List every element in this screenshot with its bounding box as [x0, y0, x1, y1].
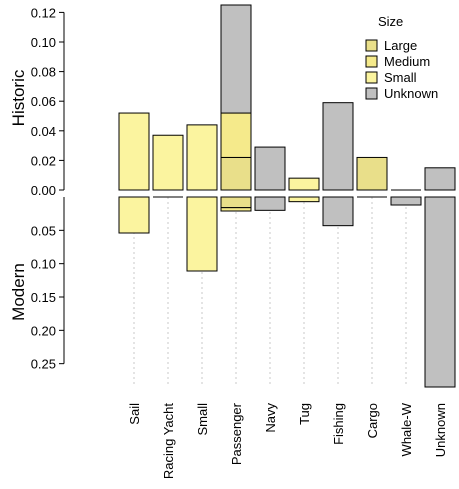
axes: 0.00 0.02 0.04 0.06 0.08 0.10 0.12 0.05 0.10 0.15… — [31, 5, 448, 479]
bar-modern-unknown — [390, 196, 422, 206]
bar-historic-unknown — [424, 167, 456, 191]
bar-historic-small — [288, 177, 320, 191]
modern-panel-label: Modern — [9, 263, 28, 321]
bar-historic-unknown — [254, 146, 286, 191]
legend-title: Size — [378, 14, 403, 29]
legend-label-small: Small — [384, 70, 417, 85]
historic-panel-label: Historic — [9, 69, 28, 126]
bar-historic-unknown — [322, 102, 354, 191]
y-tick-label-historic: 0.02 — [31, 153, 56, 168]
bar-modern-medium — [220, 207, 252, 212]
category-label: Small — [195, 403, 210, 436]
category-label: Whale-W — [399, 402, 414, 456]
bar-modern-small — [288, 196, 320, 203]
category-guides — [133, 197, 441, 387]
bar-historic-small — [118, 112, 150, 191]
bar-historic-large — [356, 156, 388, 191]
category-label: Tug — [297, 403, 312, 425]
legend-label-unknown: Unknown — [384, 86, 438, 101]
y-tick-label-modern: 0.10 — [31, 257, 56, 272]
bar-modern-unknown — [322, 196, 354, 227]
category-label: Fishing — [331, 403, 346, 445]
legend-label-large: Large — [384, 38, 417, 53]
legend-swatch-unknown — [365, 87, 378, 100]
bar-modern-small — [186, 196, 218, 272]
legend-swatch-small — [365, 71, 378, 84]
y-tick-label-historic: 0.08 — [31, 65, 56, 80]
category-label: Racing Yacht — [161, 403, 176, 480]
category-label: Unknown — [433, 403, 448, 457]
y-tick-label-historic: 0.12 — [31, 5, 56, 20]
bar-historic-unknown — [220, 4, 252, 114]
legend-swatch-large — [365, 39, 378, 52]
category-label: Passenger — [229, 402, 244, 465]
category-label: Cargo — [365, 403, 380, 438]
y-tick-label-historic: 0.00 — [31, 183, 56, 198]
y-tick-label-modern: 0.05 — [31, 223, 56, 238]
bars — [118, 4, 456, 388]
legend-label-medium: Medium — [384, 54, 430, 69]
y-tick-label-historic: 0.06 — [31, 94, 56, 109]
bar-historic-large — [220, 156, 252, 191]
y-tick-label-historic: 0.04 — [31, 124, 56, 139]
y-tick-label-modern: 0.25 — [31, 357, 56, 372]
bar-historic-small — [152, 134, 184, 191]
bar-historic-medium — [220, 112, 252, 158]
category-label: Sail — [127, 403, 142, 425]
y-tick-label-historic: 0.10 — [31, 35, 56, 50]
y-tick-label-modern: 0.20 — [31, 323, 56, 338]
bar-modern-unknown — [254, 196, 286, 211]
category-label: Navy — [263, 403, 278, 433]
bar-historic-small — [186, 124, 218, 191]
bar-modern-large — [220, 196, 252, 209]
y-tick-label-modern: 0.15 — [31, 290, 56, 305]
bar-modern-small — [118, 196, 150, 234]
legend-swatch-medium — [365, 55, 378, 68]
bar-modern-unknown — [424, 196, 456, 388]
